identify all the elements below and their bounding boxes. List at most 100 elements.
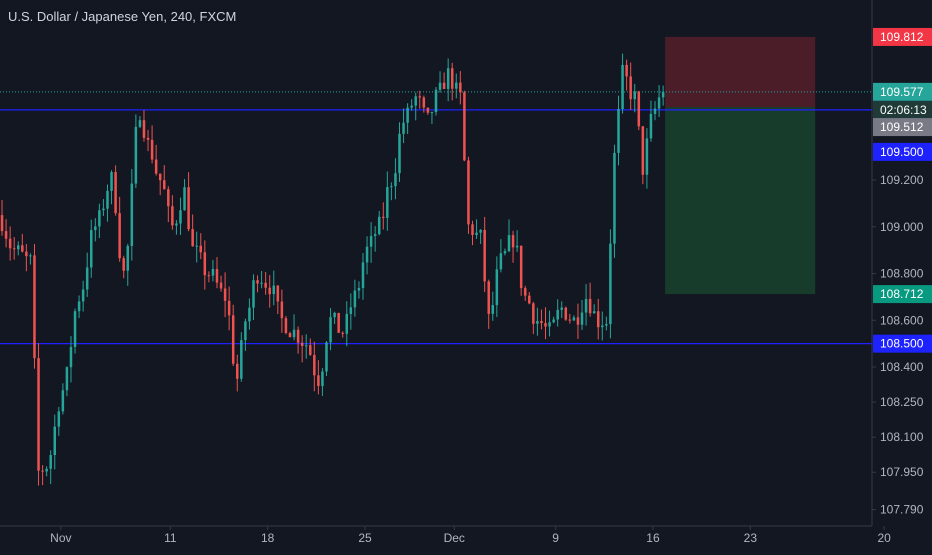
candle-body bbox=[511, 235, 515, 248]
candle-body bbox=[41, 470, 44, 472]
chart-title: U.S. Dollar / Japanese Yen, 240, FXCM bbox=[8, 9, 237, 24]
candle-body bbox=[260, 282, 263, 284]
candle-body bbox=[244, 321, 247, 341]
last-price-label: 109.577 bbox=[880, 85, 924, 99]
candle-body bbox=[609, 243, 612, 325]
candle-body bbox=[280, 301, 284, 319]
candle-body bbox=[365, 246, 369, 263]
price-tick-label: 108.800 bbox=[880, 267, 924, 281]
candle-body bbox=[487, 281, 490, 314]
candle-body bbox=[85, 267, 89, 290]
candle-body bbox=[284, 318, 288, 334]
time-tick-label: 20 bbox=[877, 531, 891, 545]
bar-countdown-label: 02:06:13 bbox=[880, 103, 927, 117]
stop-price-badge bbox=[873, 285, 932, 304]
candle-body bbox=[657, 97, 661, 109]
candle-body bbox=[438, 82, 442, 90]
candle-body bbox=[325, 342, 328, 372]
candle-body bbox=[65, 367, 69, 391]
candle-body bbox=[276, 285, 280, 302]
entry-price-badge bbox=[873, 118, 932, 137]
time-tick-label: 23 bbox=[744, 531, 758, 545]
candle-body bbox=[4, 231, 8, 239]
candle-body bbox=[426, 107, 430, 113]
candle-body bbox=[329, 317, 332, 343]
candle-body bbox=[560, 307, 563, 310]
candle-body bbox=[102, 208, 105, 211]
candle-body bbox=[564, 307, 568, 320]
candle-body bbox=[661, 91, 665, 98]
candle-body bbox=[373, 234, 377, 236]
candle-body bbox=[227, 300, 231, 316]
candle-body bbox=[21, 245, 24, 252]
candle-body bbox=[12, 248, 16, 250]
time-tick-label: Nov bbox=[50, 531, 71, 545]
support-price-label: 108.500 bbox=[880, 337, 924, 351]
candle-body bbox=[211, 269, 215, 276]
candle-body bbox=[89, 230, 93, 268]
candle-body bbox=[236, 363, 239, 379]
position-tool[interactable] bbox=[665, 36, 816, 295]
candle-body bbox=[568, 319, 572, 321]
candle-body bbox=[207, 275, 211, 277]
candle-body bbox=[175, 223, 178, 226]
candle-body bbox=[171, 206, 174, 226]
price-tick-label: 108.400 bbox=[880, 360, 924, 374]
candle-body bbox=[29, 255, 32, 257]
bar-countdown-badge bbox=[873, 100, 932, 119]
candle-body bbox=[434, 89, 438, 113]
candle-body bbox=[382, 216, 385, 218]
candle-body bbox=[154, 159, 158, 174]
candle-body bbox=[292, 329, 296, 338]
candle-body bbox=[163, 180, 166, 190]
candle-body bbox=[199, 245, 203, 253]
candle-body bbox=[479, 229, 482, 233]
candle-body bbox=[653, 108, 657, 114]
resistance-price-label: 109.500 bbox=[880, 145, 924, 159]
candle-body bbox=[309, 345, 312, 355]
candle-body bbox=[158, 173, 162, 181]
candle-body bbox=[49, 455, 52, 469]
candle-body bbox=[300, 342, 304, 347]
candle-body bbox=[321, 371, 324, 387]
candle-body bbox=[410, 105, 413, 108]
candle-body bbox=[179, 210, 182, 224]
candle-body bbox=[455, 82, 458, 89]
candle-body bbox=[341, 332, 344, 334]
candle-body bbox=[252, 280, 255, 308]
candle-body bbox=[134, 126, 138, 184]
price-tick-label: 108.600 bbox=[880, 313, 924, 327]
candle-body bbox=[94, 226, 97, 231]
candle-body bbox=[519, 245, 523, 289]
candle-body bbox=[491, 305, 495, 314]
candle-body bbox=[45, 468, 48, 472]
candle-body bbox=[110, 172, 113, 191]
candle-body bbox=[150, 139, 154, 160]
candle-body bbox=[629, 76, 632, 100]
candle-body bbox=[25, 251, 28, 257]
time-tick-label: 9 bbox=[552, 531, 559, 545]
candle-body bbox=[114, 172, 117, 214]
candle-body bbox=[288, 333, 292, 338]
candle-body bbox=[0, 215, 4, 232]
candle-body bbox=[146, 137, 150, 140]
candle-body bbox=[450, 68, 454, 89]
candle-body bbox=[231, 315, 235, 364]
time-tick-label: 11 bbox=[164, 531, 177, 545]
candle-body bbox=[53, 426, 57, 456]
candle-body bbox=[183, 187, 186, 211]
candle-body bbox=[446, 68, 450, 89]
candle-body bbox=[475, 232, 478, 236]
candle-body bbox=[256, 280, 259, 284]
candle-body bbox=[357, 287, 361, 291]
price-tick-label: 109.200 bbox=[880, 173, 924, 187]
support-price-badge bbox=[873, 334, 932, 353]
candle-body bbox=[268, 287, 271, 295]
candle-body bbox=[414, 96, 417, 106]
candle-body bbox=[223, 288, 227, 301]
candle-body bbox=[406, 107, 409, 123]
entry-price-label: 109.512 bbox=[880, 120, 924, 134]
